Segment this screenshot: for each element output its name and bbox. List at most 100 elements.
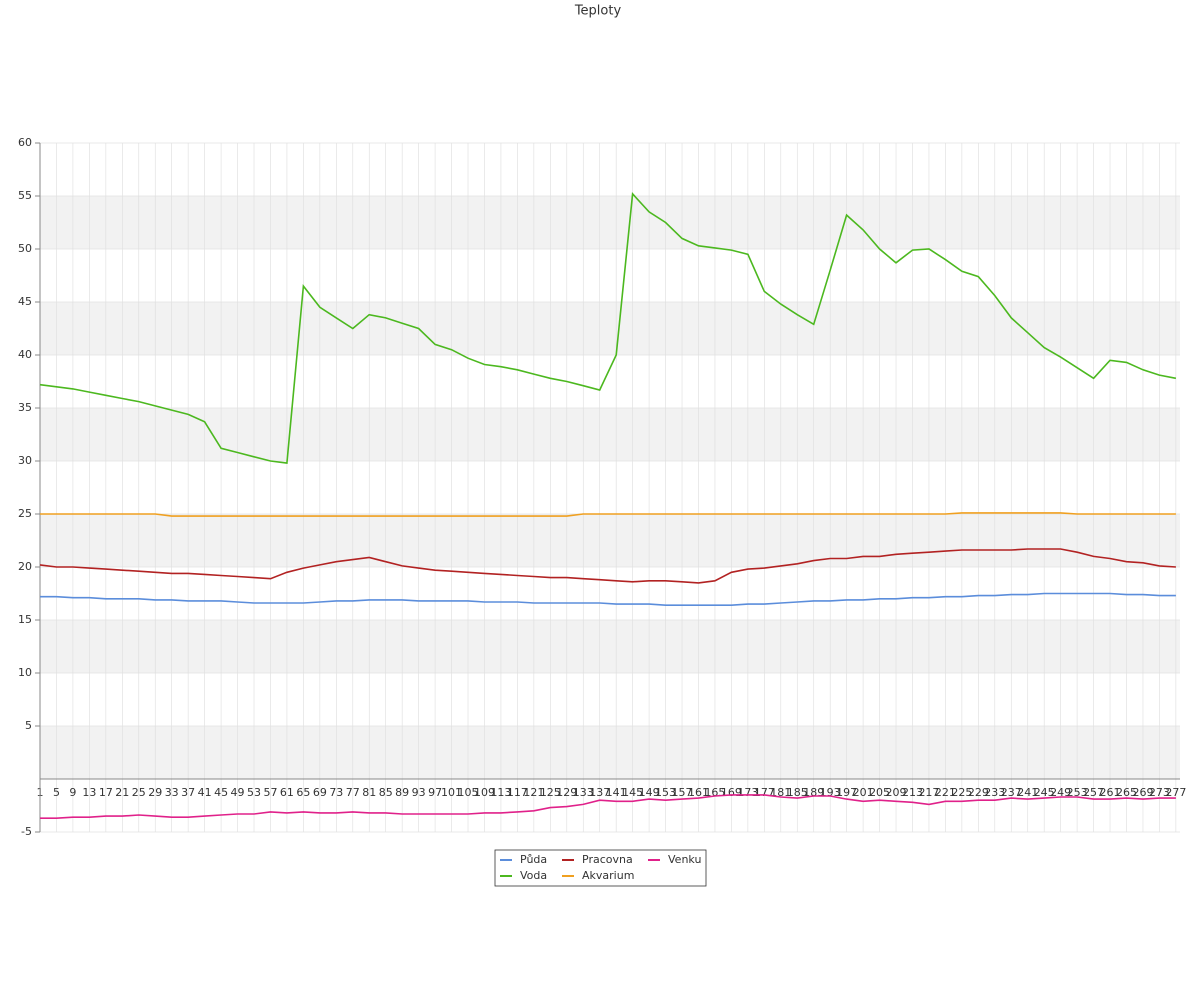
x-tick-label: 173	[737, 786, 758, 799]
x-tick-label: 261	[1100, 786, 1121, 799]
x-tick-label: 105	[458, 786, 479, 799]
x-tick-label: 129	[556, 786, 577, 799]
bands	[40, 196, 1180, 779]
y-tick-label: 30	[18, 454, 32, 467]
x-tick-label: 77	[346, 786, 360, 799]
x-tick-label: 241	[1017, 786, 1038, 799]
x-tick-label: 13	[82, 786, 96, 799]
x-tick-label: 149	[639, 786, 660, 799]
x-tick-label: 197	[836, 786, 857, 799]
y-tick-label: 35	[18, 401, 32, 414]
y-tick-label: 15	[18, 613, 32, 626]
series-line	[39, 192, 1177, 464]
band	[40, 302, 1180, 355]
x-tick-label: 41	[198, 786, 212, 799]
y-tick-label: 45	[18, 295, 32, 308]
x-tick-label: 29	[148, 786, 162, 799]
legend-box	[494, 849, 707, 887]
x-tick-label: 265	[1116, 786, 1137, 799]
lines	[39, 192, 1177, 819]
x-tick-label: 249	[1050, 786, 1071, 799]
band	[40, 514, 1180, 567]
x-tick-label: 217	[918, 786, 939, 799]
x-tick-label: 253	[1067, 786, 1088, 799]
x-tick-label: 9	[69, 786, 76, 799]
y-tick-label: 20	[18, 560, 32, 573]
x-tick-label: 21	[115, 786, 129, 799]
x-tick-label: 33	[165, 786, 179, 799]
x-tick-label: 45	[214, 786, 228, 799]
x-tick-label: 153	[655, 786, 676, 799]
x-tick-label: 125	[540, 786, 561, 799]
band	[40, 408, 1180, 461]
x-tick-label: 185	[787, 786, 808, 799]
y-tick-label: 10	[18, 666, 32, 679]
x-tick-label: 257	[1083, 786, 1104, 799]
y-tick-label: 55	[18, 189, 32, 202]
x-tick-label: 213	[902, 786, 923, 799]
x-tick-label: 97	[428, 786, 442, 799]
x-tick-label: 233	[984, 786, 1005, 799]
legend-label: Voda	[520, 869, 547, 882]
x-tick-label: 53	[247, 786, 261, 799]
x-tick-label: 209	[886, 786, 907, 799]
legend: Půda Voda Pracovna Akvarium Venku	[500, 853, 701, 882]
series-line	[39, 548, 1176, 584]
x-tick-label: 277	[1165, 786, 1186, 799]
x-tick-label: 109	[474, 786, 495, 799]
x-tick-label: 73	[329, 786, 343, 799]
legend-label: Akvarium	[582, 869, 634, 882]
x-tick-label: 49	[231, 786, 245, 799]
y-tick-label: 40	[18, 348, 32, 361]
x-tick-label: 221	[935, 786, 956, 799]
x-tick-label: 205	[869, 786, 890, 799]
y-tick-label: 25	[18, 507, 32, 520]
band	[40, 620, 1180, 673]
x-tick-label: 145	[622, 786, 643, 799]
x-tick-label: 121	[523, 786, 544, 799]
series-line	[40, 794, 1176, 819]
chart-title: Teploty	[574, 4, 622, 19]
legend-label: Půda	[520, 853, 547, 866]
x-tick-label: 273	[1149, 786, 1170, 799]
x-tick-label: 225	[951, 786, 972, 799]
x-tick-label: 57	[263, 786, 277, 799]
y-tick-label: 60	[18, 136, 32, 149]
x-tick-label: 25	[132, 786, 146, 799]
x-tick-label: 101	[441, 786, 462, 799]
x-tick-label: 69	[313, 786, 327, 799]
x-tick-label: 37	[181, 786, 195, 799]
y-tick-label: 5	[25, 719, 32, 732]
x-tick-label: 137	[589, 786, 610, 799]
x-tick-label: 269	[1132, 786, 1153, 799]
grid: 1591317212529333741454953576165697377818…	[18, 136, 1186, 838]
x-tick-label: 17	[99, 786, 113, 799]
x-tick-label: 61	[280, 786, 294, 799]
x-tick-label: 229	[968, 786, 989, 799]
x-tick-label: 113	[490, 786, 511, 799]
x-tick-label: 141	[606, 786, 627, 799]
x-tick-label: 89	[395, 786, 409, 799]
x-tick-label: 133	[573, 786, 594, 799]
x-tick-label: 93	[412, 786, 426, 799]
x-tick-label: 5	[53, 786, 60, 799]
y-tick-label: 50	[18, 242, 32, 255]
legend-label: Pracovna	[582, 853, 633, 866]
band	[40, 726, 1180, 779]
series-line	[40, 512, 1176, 517]
x-tick-label: 157	[672, 786, 693, 799]
x-tick-label: 201	[853, 786, 874, 799]
legend-label: Venku	[668, 853, 701, 866]
x-tick-label: 161	[688, 786, 709, 799]
y-tick-label: -5	[21, 825, 32, 838]
band	[40, 196, 1180, 249]
x-tick-label: 117	[507, 786, 528, 799]
x-tick-label: 237	[1001, 786, 1022, 799]
x-tick-label: 65	[296, 786, 310, 799]
x-tick-label: 85	[379, 786, 393, 799]
series-line	[40, 592, 1176, 606]
x-tick-label: 245	[1034, 786, 1055, 799]
x-tick-label: 81	[362, 786, 376, 799]
